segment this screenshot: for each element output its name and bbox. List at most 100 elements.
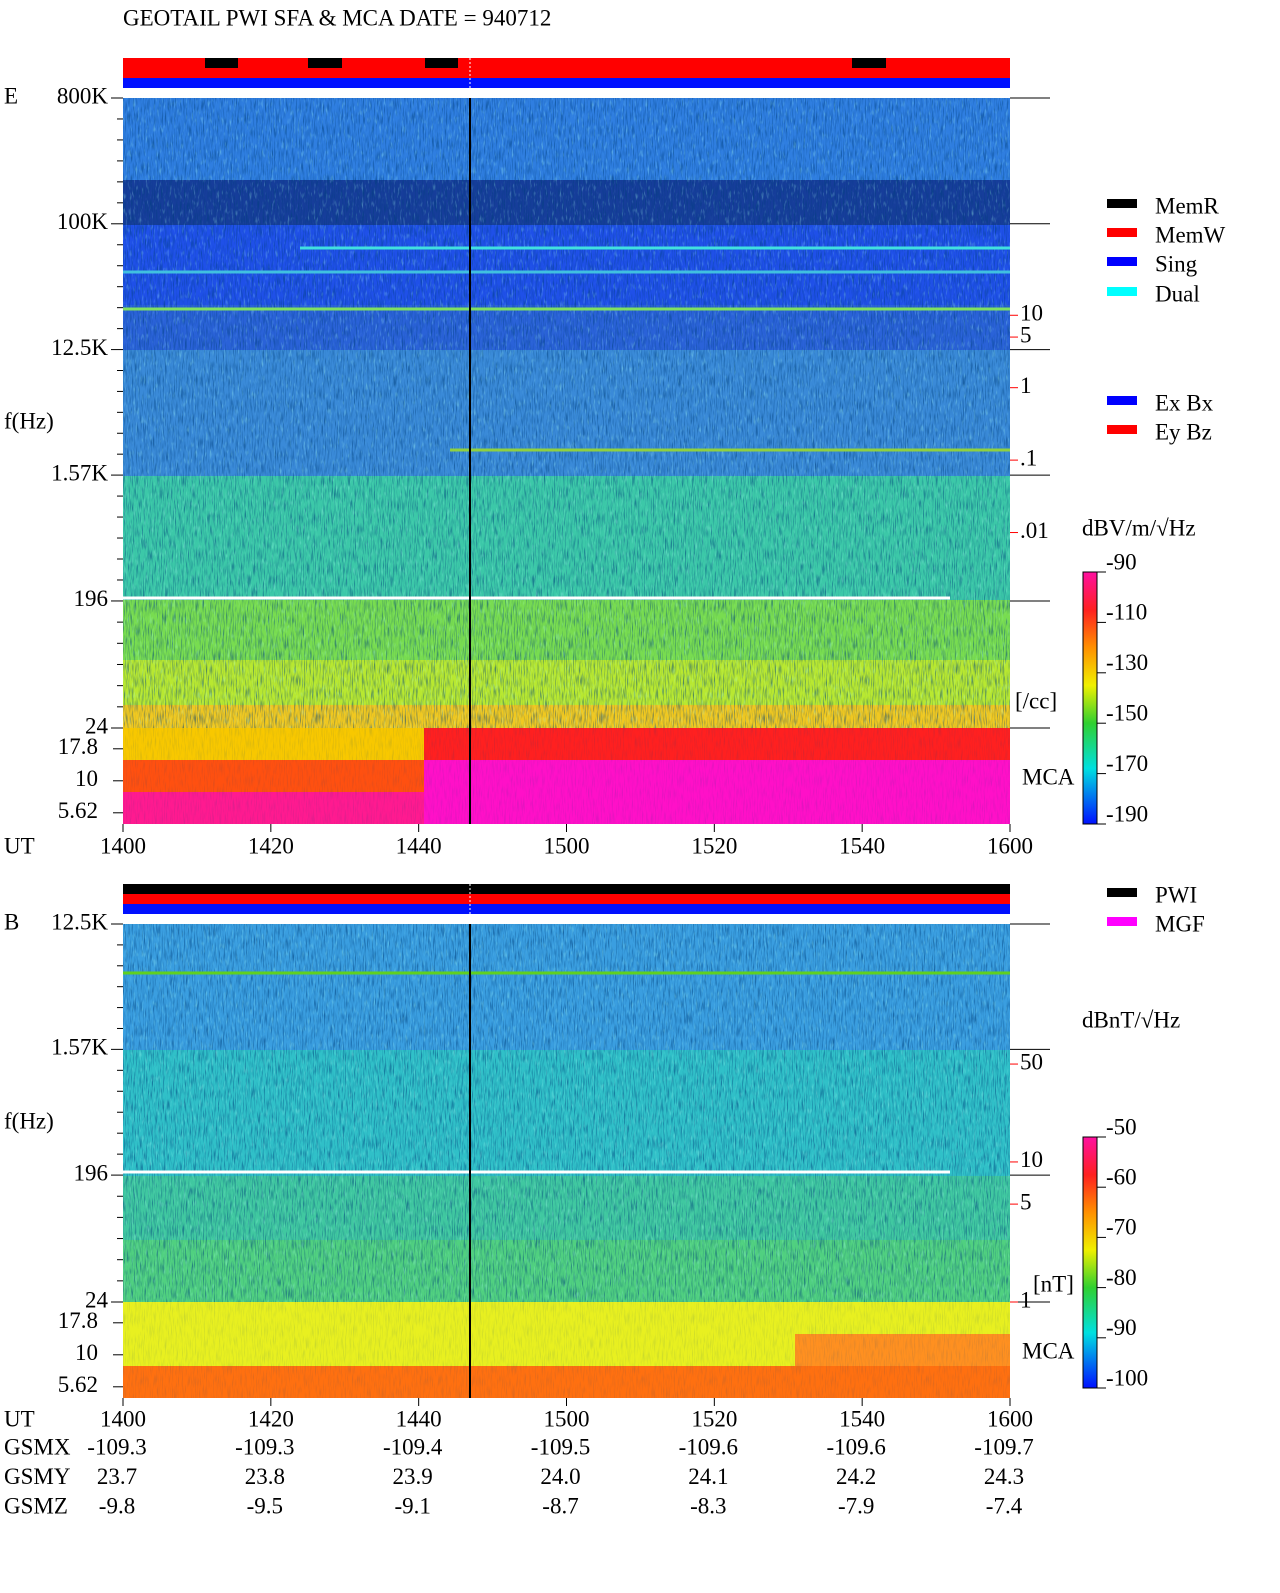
x-tick-label: 1440 xyxy=(396,833,442,858)
orbit-row-label: GSMY xyxy=(4,1464,71,1489)
y2-tick-label: .1 xyxy=(1020,445,1037,470)
orbit-value: -109.7 xyxy=(974,1434,1033,1459)
orbit-value: -109.3 xyxy=(87,1434,146,1459)
x-tick-label: 1420 xyxy=(248,1406,294,1431)
x-tick-label: 1400 xyxy=(100,833,146,858)
panel-label: E xyxy=(4,83,18,108)
y2-axis-label: [/cc] xyxy=(1015,688,1057,713)
colorbar-title: dBnT/√Hz xyxy=(1082,1007,1180,1032)
y2-tick-label: 10 xyxy=(1020,301,1043,326)
y-tick-label: 12.5K xyxy=(51,909,108,934)
colorbar-tick-label: -60 xyxy=(1106,1164,1137,1189)
y2-axis-label: [nT] xyxy=(1033,1271,1074,1296)
legend-label: Ey Bz xyxy=(1155,419,1212,444)
x-axis-label: UT xyxy=(4,833,35,858)
colorbar-tick-label: -170 xyxy=(1106,751,1148,776)
colorbar-title: dBV/m/√Hz xyxy=(1082,515,1196,540)
mca-tick-label: 17.8 xyxy=(58,734,98,759)
legend-swatch xyxy=(1107,425,1137,434)
status-bar xyxy=(123,894,1010,904)
mca-tick-label: 17.8 xyxy=(58,1308,98,1333)
legend-label: MemR xyxy=(1155,193,1220,218)
y-tick-label: 24 xyxy=(85,713,109,738)
orbit-value: -109.6 xyxy=(679,1434,738,1459)
x-tick-label: 1600 xyxy=(987,833,1033,858)
noise xyxy=(123,98,1010,728)
orbit-value: -9.5 xyxy=(247,1493,283,1518)
panel-label: B xyxy=(4,909,19,934)
x-tick-label: 1540 xyxy=(839,1406,885,1431)
legend-swatch xyxy=(1107,888,1137,897)
colorbar xyxy=(1082,1136,1098,1389)
colorbar-tick-label: -50 xyxy=(1106,1114,1137,1139)
colorbar-tick-label: -70 xyxy=(1106,1215,1137,1240)
colorbar-tick-label: -150 xyxy=(1106,700,1148,725)
x-tick-label: 1400 xyxy=(100,1406,146,1431)
status-segment xyxy=(308,58,342,68)
colorbar-tick-label: -100 xyxy=(1106,1365,1148,1390)
legend-swatch xyxy=(1107,257,1137,266)
y-tick-label: 100K xyxy=(57,209,109,234)
spectrogram xyxy=(123,884,1010,1398)
status-bar xyxy=(123,58,1010,68)
legend-label: Ex Bx xyxy=(1155,390,1214,415)
orbit-row-label: GSMX xyxy=(4,1434,71,1459)
mca-tick-label: 10 xyxy=(75,1340,98,1365)
orbit-row-label: GSMZ xyxy=(4,1493,68,1518)
legend-swatch xyxy=(1107,228,1137,237)
mca-tick-label: 5.62 xyxy=(58,1372,98,1397)
legend-label: Dual xyxy=(1155,281,1200,306)
colorbar-tick-label: -90 xyxy=(1106,549,1137,574)
orbit-value: -7.4 xyxy=(986,1493,1023,1518)
status-bar xyxy=(123,78,1010,88)
legend-label: PWI xyxy=(1155,882,1197,907)
orbit-value: -109.4 xyxy=(383,1434,443,1459)
y2-tick-label: 50 xyxy=(1020,1049,1043,1074)
legend-label: Sing xyxy=(1155,251,1198,276)
y-tick-label: 12.5K xyxy=(51,335,108,360)
y2-tick-label: 1 xyxy=(1020,373,1032,398)
y-tick-label: 196 xyxy=(74,586,109,611)
orbit-value: 24.0 xyxy=(540,1464,580,1489)
orbit-value: 24.1 xyxy=(688,1464,728,1489)
y-tick-label: 800K xyxy=(57,83,109,108)
colorbar-tick-label: -130 xyxy=(1106,650,1148,675)
orbit-value: -9.1 xyxy=(394,1493,430,1518)
y2-tick-label: 10 xyxy=(1020,1147,1043,1172)
legend-swatch xyxy=(1107,917,1137,926)
mca-tick-label: 5.62 xyxy=(58,798,98,823)
status-bar xyxy=(123,884,1010,894)
x-tick-label: 1540 xyxy=(839,833,885,858)
status-segment xyxy=(852,58,886,68)
orbit-value: -109.6 xyxy=(826,1434,885,1459)
colorbar-tick-label: -90 xyxy=(1106,1315,1137,1340)
y2-tick-label: 5 xyxy=(1020,322,1032,347)
y-tick-label: 196 xyxy=(74,1160,109,1185)
x-tick-label: 1420 xyxy=(248,833,294,858)
orbit-value: 23.9 xyxy=(393,1464,433,1489)
noise xyxy=(123,1302,1010,1398)
status-segment xyxy=(205,58,238,68)
noise xyxy=(123,728,1010,824)
mca-tick-label: 10 xyxy=(75,766,98,791)
y2-tick-label: .01 xyxy=(1020,518,1049,543)
orbit-value: -8.3 xyxy=(690,1493,726,1518)
orbit-value: 24.3 xyxy=(984,1464,1024,1489)
x-tick-label: 1520 xyxy=(691,1406,737,1431)
x-axis-label: UT xyxy=(4,1406,35,1431)
orbit-value: 24.2 xyxy=(836,1464,876,1489)
orbit-value: -109.5 xyxy=(531,1434,590,1459)
x-tick-label: 1520 xyxy=(691,833,737,858)
x-tick-label: 1500 xyxy=(544,833,590,858)
mca-label: MCA xyxy=(1022,764,1075,789)
legend-swatch xyxy=(1107,396,1137,405)
orbit-value: -109.3 xyxy=(235,1434,294,1459)
title: GEOTAIL PWI SFA & MCA DATE = 940712 xyxy=(123,5,551,30)
colorbar xyxy=(1082,571,1098,825)
noise xyxy=(123,924,1010,1302)
colorbar-tick-label: -110 xyxy=(1106,600,1147,625)
y2-tick-label: 1 xyxy=(1020,1287,1032,1312)
orbit-value: 23.8 xyxy=(245,1464,285,1489)
legend-swatch xyxy=(1107,199,1137,208)
